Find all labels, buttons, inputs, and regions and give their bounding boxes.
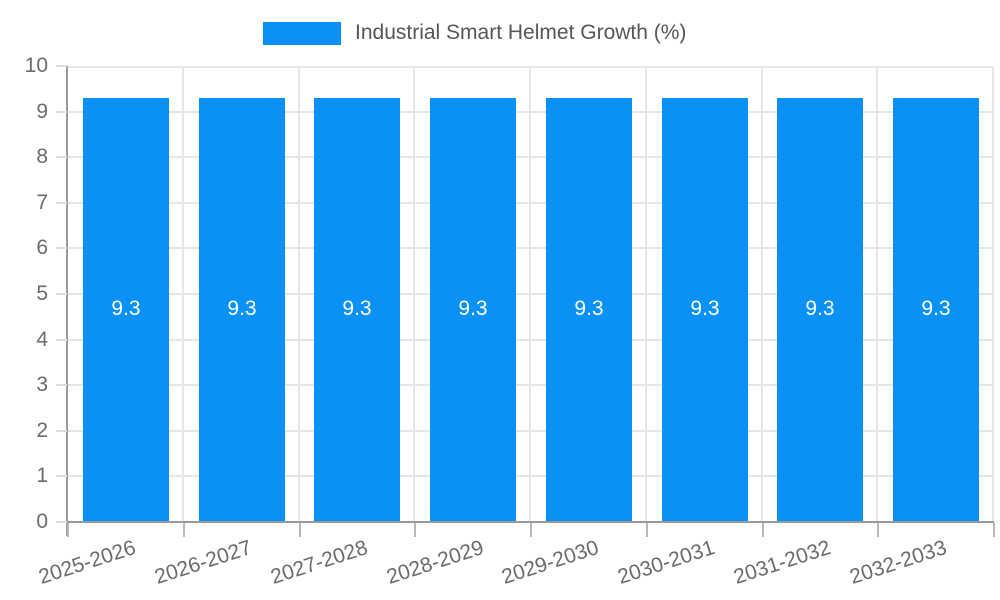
x-axis-category-label: 2032-2033	[846, 536, 950, 589]
x-axis-category-label: 2031-2032	[730, 536, 834, 589]
x-axis-category-label: 2029-2030	[499, 536, 602, 589]
gridline-horizontal	[68, 66, 994, 68]
gridline-horizontal	[68, 429, 994, 432]
gridline-horizontal	[68, 384, 994, 387]
bar[interactable]: 9.3	[777, 98, 863, 522]
bar[interactable]: 9.3	[893, 98, 979, 522]
y-axis-tick	[56, 429, 67, 432]
x-axis-tick	[183, 523, 185, 537]
y-axis-tick-label: 4	[36, 327, 48, 351]
gridline-horizontal	[68, 110, 994, 113]
y-axis-tick-label: 6	[36, 236, 48, 260]
y-axis-tick-label: 1	[36, 464, 48, 488]
y-axis-tick-label: 10	[24, 54, 48, 77]
gridline-horizontal	[68, 293, 994, 295]
y-axis-tick	[56, 338, 67, 341]
bar-value-label: 9.3	[458, 297, 488, 320]
gridline-vertical	[298, 66, 300, 522]
gridline-vertical	[645, 66, 647, 522]
gridline-horizontal	[68, 156, 994, 159]
x-axis-tick	[67, 523, 69, 537]
y-axis-tick-label: 8	[36, 145, 48, 169]
x-axis-tick	[299, 523, 301, 537]
gridline-vertical	[413, 66, 415, 522]
x-axis-category-label: 2025-2026	[36, 536, 139, 589]
bar-value-label: 9.3	[227, 297, 257, 320]
y-axis-tick-label: 9	[36, 99, 48, 123]
gridline-horizontal	[68, 475, 994, 478]
gridline-vertical	[876, 66, 878, 522]
bar[interactable]: 9.3	[546, 98, 632, 522]
x-axis-category-label: 2030-2031	[615, 536, 718, 589]
y-axis-tick	[56, 247, 67, 250]
bar[interactable]: 9.3	[662, 98, 748, 522]
x-axis-tick	[762, 523, 764, 537]
y-axis-tick	[56, 475, 67, 478]
y-axis-tick	[56, 293, 67, 295]
x-axis-tick	[414, 523, 416, 537]
bar-value-label: 9.3	[805, 297, 835, 320]
bar[interactable]: 9.3	[430, 98, 516, 522]
y-axis-tick	[56, 384, 67, 387]
bar-value-label: 9.3	[690, 297, 720, 320]
bar-value-label: 9.3	[342, 297, 372, 320]
bar[interactable]: 9.3	[314, 98, 400, 522]
y-axis-tick	[56, 110, 67, 113]
y-axis-tick	[56, 65, 67, 67]
x-axis-tick	[530, 523, 532, 537]
legend[interactable]: Industrial Smart Helmet Growth (%)	[263, 20, 686, 46]
y-axis-tick-label: 3	[36, 373, 48, 397]
bar-value-label: 9.3	[574, 297, 604, 320]
y-axis-tick	[56, 156, 67, 159]
y-axis-tick-label: 2	[36, 418, 48, 442]
gridline-vertical	[761, 66, 763, 522]
gridline-horizontal	[68, 201, 994, 204]
y-axis-tick-label: 0	[36, 510, 48, 533]
y-axis-tick	[56, 201, 67, 204]
bar-value-label: 9.3	[921, 297, 951, 320]
x-axis-tick	[993, 523, 995, 537]
x-axis-tick	[877, 523, 879, 537]
x-axis-tick	[646, 523, 648, 537]
bar-value-label: 9.3	[111, 297, 141, 320]
plot-right-border	[992, 66, 994, 522]
y-axis-tick-label: 5	[36, 282, 48, 305]
gridline-horizontal	[68, 338, 994, 341]
plot-area: 9.3 9.3 9.3 9.3 9.3 9.3 9.3 9.3	[68, 66, 994, 522]
gridline-horizontal	[68, 247, 994, 250]
x-axis-category-label: 2026-2027	[152, 536, 255, 589]
y-axis-tick	[56, 521, 67, 523]
legend-label: Industrial Smart Helmet Growth (%)	[355, 21, 687, 44]
x-axis-category-label: 2028-2029	[383, 536, 487, 589]
y-axis-tick-label: 7	[36, 190, 48, 214]
x-axis-line	[57, 521, 994, 523]
y-axis-line	[66, 66, 68, 536]
gridline-vertical	[182, 66, 184, 522]
bar[interactable]: 9.3	[199, 98, 285, 522]
gridline-vertical	[529, 66, 531, 522]
legend-swatch	[263, 21, 341, 45]
bar[interactable]: 9.3	[83, 98, 169, 522]
x-axis-category-label: 2027-2028	[267, 536, 371, 589]
